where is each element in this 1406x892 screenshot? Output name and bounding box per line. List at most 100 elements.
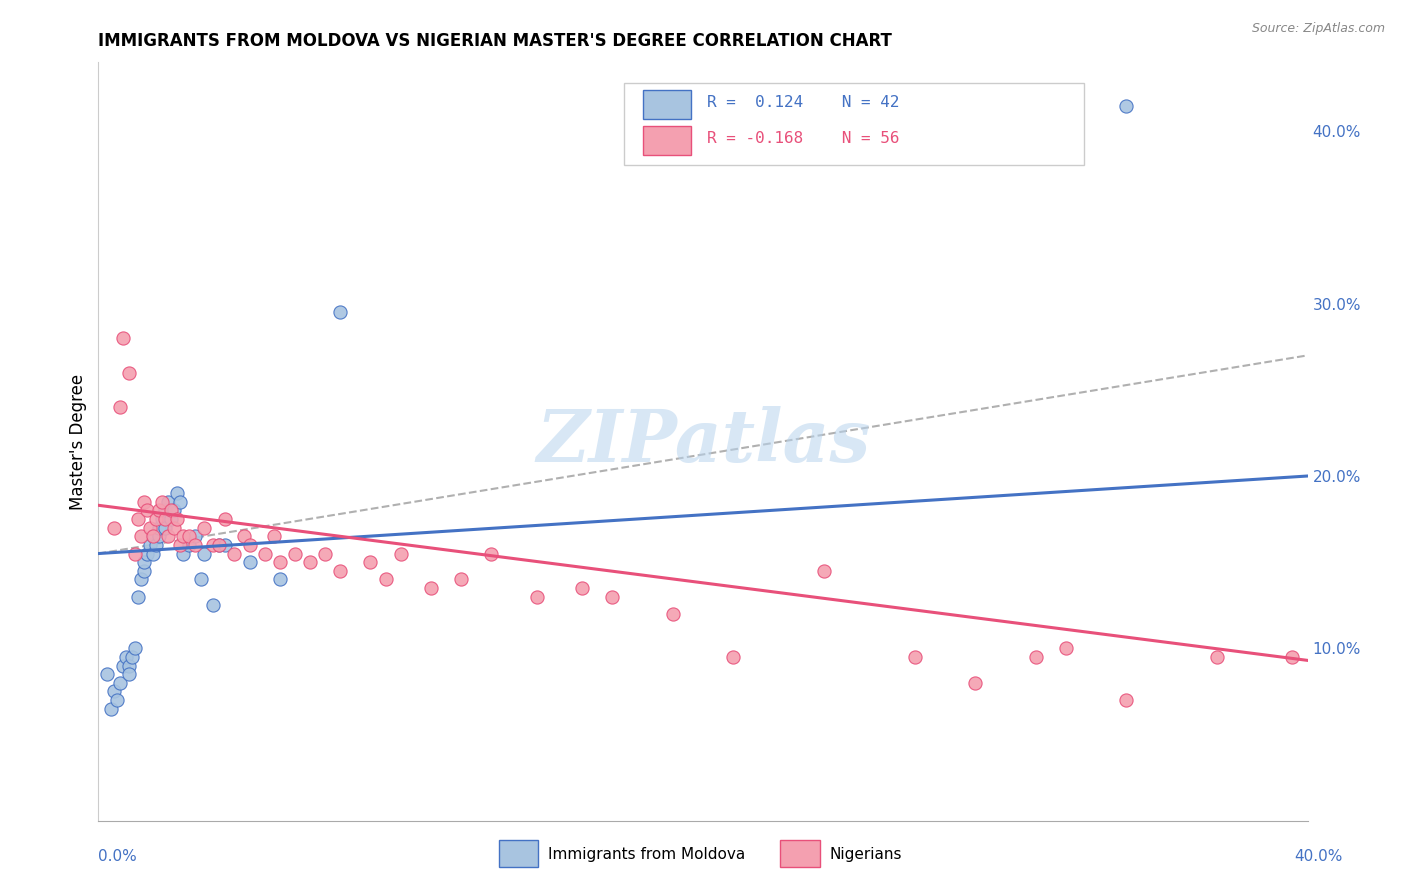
Point (124, 547, 146, 561)
Point (103, 521, 125, 535)
Point (329, 305, 352, 319)
Text: ZIPatlas: ZIPatlas (536, 406, 870, 477)
Point (169, 538, 191, 552)
Point (193, 547, 215, 561)
Point (129, 529, 152, 543)
Point (202, 538, 225, 552)
Point (163, 521, 186, 535)
Point (124, 641, 146, 656)
Point (127, 512, 149, 526)
Point (299, 555, 322, 569)
Point (374, 573, 396, 587)
Point (105, 693, 128, 707)
Text: Source: ZipAtlas.com: Source: ZipAtlas.com (1251, 22, 1385, 36)
Point (172, 529, 194, 543)
Point (148, 503, 170, 517)
Point (269, 573, 291, 587)
Point (239, 538, 262, 552)
Point (132, 495, 155, 509)
Point (172, 547, 194, 561)
Text: IMMIGRANTS FROM MOLDOVA VS NIGERIAN MASTER'S DEGREE CORRELATION CHART: IMMIGRANTS FROM MOLDOVA VS NIGERIAN MAST… (98, 32, 893, 50)
Point (208, 538, 231, 552)
Point (214, 538, 236, 552)
Text: Immigrants from Moldova: Immigrants from Moldova (548, 847, 745, 862)
Point (253, 547, 276, 561)
Point (142, 547, 165, 561)
Point (224, 547, 246, 561)
Text: Nigerians: Nigerians (830, 847, 903, 862)
Point (1115, 98, 1137, 112)
Point (111, 658, 134, 673)
Point (526, 590, 548, 604)
Point (208, 538, 231, 552)
Bar (643, 90, 690, 120)
Text: R = -0.168    N = 56: R = -0.168 N = 56 (707, 131, 898, 146)
Point (118, 366, 141, 380)
Point (150, 512, 173, 526)
Point (965, 675, 987, 690)
Point (166, 512, 188, 526)
Point (100, 701, 122, 715)
Point (156, 495, 179, 509)
Point (169, 495, 191, 509)
Point (160, 503, 183, 517)
Bar (643, 126, 690, 155)
Point (450, 573, 472, 587)
Point (166, 486, 188, 500)
Point (904, 649, 927, 664)
Point (108, 400, 131, 414)
FancyBboxPatch shape (624, 83, 1084, 165)
Text: 0.0%: 0.0% (98, 849, 138, 863)
Point (239, 555, 262, 569)
Point (142, 529, 165, 543)
Point (132, 555, 155, 569)
Point (129, 573, 152, 587)
Point (111, 331, 134, 345)
Point (360, 555, 382, 569)
Text: R =  0.124    N = 42: R = 0.124 N = 42 (707, 95, 898, 110)
Point (813, 564, 835, 578)
Point (127, 590, 149, 604)
Point (1281, 649, 1303, 664)
Point (118, 658, 141, 673)
Point (269, 555, 291, 569)
Point (193, 521, 215, 535)
Point (214, 512, 236, 526)
Point (103, 684, 125, 698)
Point (118, 667, 141, 681)
Point (114, 649, 136, 664)
Point (184, 529, 207, 543)
Point (153, 503, 176, 517)
Point (156, 529, 179, 543)
Point (153, 521, 176, 535)
Point (184, 538, 207, 552)
Point (179, 529, 201, 543)
Point (1115, 693, 1137, 707)
Point (1024, 649, 1046, 664)
Point (139, 521, 162, 535)
Point (571, 581, 593, 595)
Point (284, 547, 307, 561)
Point (420, 581, 443, 595)
Point (179, 538, 201, 552)
Text: 40.0%: 40.0% (1295, 849, 1343, 863)
Point (145, 512, 167, 526)
Point (150, 495, 173, 509)
Point (163, 503, 186, 517)
Point (121, 649, 143, 664)
Point (389, 547, 412, 561)
Point (329, 564, 352, 578)
Point (132, 564, 155, 578)
Point (139, 538, 162, 552)
Point (263, 529, 285, 543)
Point (153, 512, 176, 526)
Point (602, 590, 624, 604)
Point (160, 512, 183, 526)
Point (481, 547, 503, 561)
Point (148, 521, 170, 535)
Point (314, 547, 336, 561)
Point (148, 529, 170, 543)
Point (96, 667, 118, 681)
Point (202, 599, 225, 613)
Point (723, 649, 745, 664)
